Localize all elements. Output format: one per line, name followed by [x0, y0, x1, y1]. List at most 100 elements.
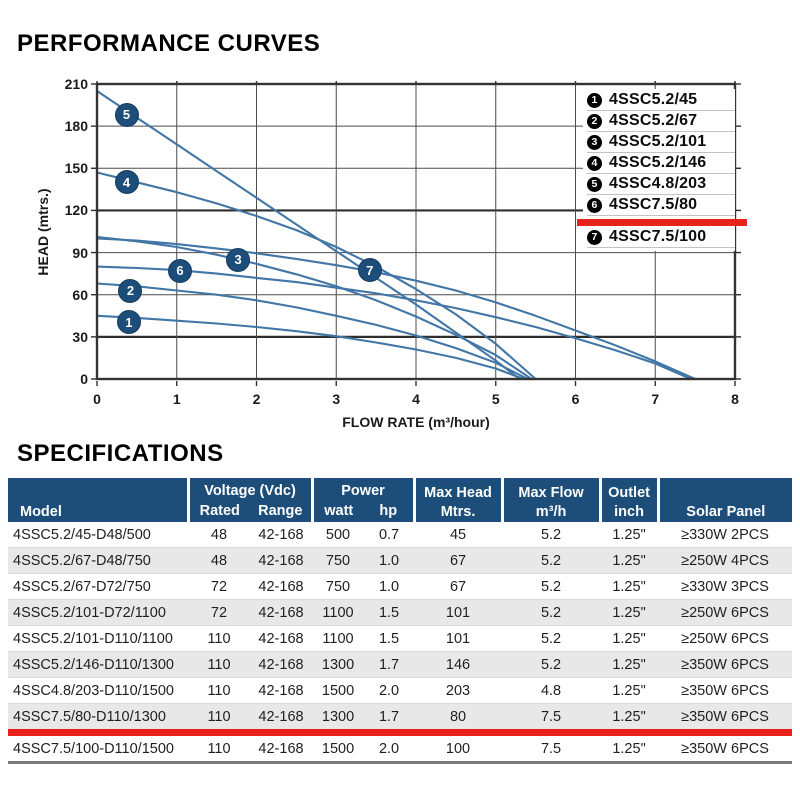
cell-model: 4SSC5.2/146-D110/1300 [8, 651, 188, 678]
cell-voltage-range: 42-168 [250, 599, 313, 626]
x-tick-label: 4 [412, 391, 420, 407]
legend-label: 4SSC5.2/45 [609, 91, 698, 108]
cell-outlet: 1.25" [600, 732, 659, 764]
y-tick-label: 0 [80, 371, 88, 387]
cell-max-flow: 5.2 [502, 573, 601, 600]
cell-solar-panel: ≥350W 6PCS [658, 677, 793, 704]
table-row: 4SSC5.2/67-D48/750 48 42-168 750 1.0 67 5.2 1.2… [8, 547, 793, 574]
x-tick-label: 2 [252, 391, 261, 407]
cell-max-flow: 5.2 [502, 547, 601, 574]
table-row: 4SSC7.5/100-D110/1500 110 42-168 1500 2.0 100… [8, 732, 793, 764]
cell-model: 4SSC5.2/101-D110/1100 [8, 625, 188, 652]
legend-item-4SSC7.5/80: 6 4SSC7.5/80 [587, 195, 735, 216]
cell-power-hp: 1.5 [364, 599, 415, 626]
cell-max-head: 101 [414, 599, 503, 626]
cell-power-watt: 1500 [312, 732, 365, 764]
cell-power-hp: 1.7 [364, 703, 415, 736]
cell-power-hp: 1.7 [364, 651, 415, 678]
x-tick-label: 1 [172, 391, 181, 407]
cell-voltage-range: 42-168 [250, 547, 313, 574]
specifications-table: Model Voltage (Vdc) Power Max Head Mtrs.… [8, 478, 793, 764]
cell-voltage-range: 42-168 [250, 651, 313, 678]
legend-item-4SSC7.5/100: 7 4SSC7.5/100 [587, 227, 735, 248]
max-flow-line1: Max Flow [518, 485, 584, 501]
cell-power-watt: 1500 [312, 677, 365, 704]
cell-solar-panel: ≥250W 6PCS [658, 599, 793, 626]
cell-rated-voltage: 110 [188, 732, 250, 764]
y-tick-label: 210 [64, 76, 88, 92]
cell-outlet: 1.25" [600, 651, 659, 678]
legend-number-badge: 5 [587, 176, 602, 192]
cell-outlet: 1.25" [600, 547, 659, 574]
cell-max-head: 100 [414, 732, 503, 764]
cell-max-head: 101 [414, 625, 503, 652]
cell-power-hp: 1.0 [364, 573, 415, 600]
cell-voltage-range: 42-168 [250, 522, 313, 548]
cell-max-flow: 5.2 [502, 651, 601, 678]
curve-marker-5: 5 [114, 102, 139, 127]
legend-label: 4SSC7.5/80 [609, 196, 698, 213]
cell-rated-voltage: 110 [188, 677, 250, 704]
cell-max-head: 67 [414, 547, 503, 574]
cell-max-head: 45 [414, 522, 503, 548]
cell-power-hp: 1.0 [364, 547, 415, 574]
max-head-line1: Max Head [424, 485, 492, 501]
curve-marker-3: 3 [226, 247, 251, 272]
chart-legend: 1 4SSC5.2/45 2 4SSC5.2/67 3 4SSC5.2/101 4 4SSC5… [577, 89, 747, 251]
curve-marker-1: 1 [116, 310, 141, 335]
cell-max-flow: 7.5 [502, 732, 601, 764]
y-tick-label: 180 [64, 118, 88, 135]
legend-number-badge: 1 [587, 92, 602, 108]
curve-marker-2: 2 [118, 278, 143, 303]
curve-marker-6: 6 [167, 258, 192, 283]
legend-label: 4SSC5.2/146 [609, 154, 707, 171]
pump-curve-4 [95, 171, 537, 381]
x-tick-label: 7 [651, 391, 660, 407]
cell-outlet: 1.25" [600, 677, 659, 704]
flow-rate-axis-label: FLOW RATE (m³/hour) [342, 414, 490, 430]
cell-power-watt: 1100 [312, 625, 365, 652]
legend-label: 4SSC4.8/203 [609, 175, 707, 192]
col-header-hp: hp [364, 501, 415, 522]
head-axis-label: HEAD (mtrs.) [35, 188, 51, 276]
legend-number-badge: 2 [587, 113, 602, 129]
plot-border [95, 82, 737, 381]
cell-rated-voltage: 110 [188, 703, 250, 736]
cell-power-hp: 2.0 [364, 677, 415, 704]
cell-max-head: 67 [414, 573, 503, 600]
cell-outlet: 1.25" [600, 522, 659, 548]
cell-max-flow: 5.2 [502, 522, 601, 548]
col-header-voltage: Voltage (Vdc) [186, 478, 313, 501]
legend-number-badge: 6 [587, 197, 602, 213]
col-header-model: Model [8, 478, 188, 522]
table-row: 4SSC4.8/203-D110/1500 110 42-168 1500 2.0 203… [8, 677, 793, 704]
legend-item-4SSC5.2/146: 4 4SSC5.2/146 [587, 153, 735, 174]
x-tick-label: 6 [571, 391, 580, 407]
pump-curve-1 [95, 314, 525, 381]
cell-max-head: 146 [414, 651, 503, 678]
cell-power-watt: 750 [312, 573, 365, 600]
table-row: 4SSC5.2/146-D110/1300 110 42-168 1300 1.7 146… [8, 651, 793, 678]
table-row: 4SSC7.5/80-D110/1300 110 42-168 1300 1.7 80 7.… [8, 703, 793, 736]
outlet-line2: inch [614, 504, 644, 520]
cell-solar-panel: ≥350W 6PCS [658, 703, 793, 736]
curve-marker-4: 4 [114, 170, 139, 195]
table-row: 4SSC5.2/101-D110/1100 110 42-168 1100 1.5 101… [8, 625, 793, 652]
cell-voltage-range: 42-168 [250, 703, 313, 736]
x-tick-label: 5 [491, 391, 500, 407]
max-flow-line2: m³/h [535, 504, 567, 520]
cell-outlet: 1.25" [600, 625, 659, 652]
x-tick-label: 8 [731, 391, 739, 407]
cell-max-flow: 5.2 [502, 599, 601, 626]
y-tick-label: 90 [72, 244, 88, 261]
outlet-line1: Outlet [608, 485, 650, 501]
pump-curve-7 [95, 237, 697, 381]
cell-solar-panel: ≥350W 6PCS [658, 651, 793, 678]
cell-outlet: 1.25" [600, 573, 659, 600]
legend-item-4SSC4.8/203: 5 4SSC4.8/203 [587, 174, 735, 195]
cell-power-hp: 2.0 [364, 732, 415, 764]
cell-power-watt: 500 [312, 522, 365, 548]
cell-power-hp: 0.7 [364, 522, 415, 548]
legend-number-badge: 4 [587, 155, 602, 171]
cell-model: 4SSC5.2/101-D72/1100 [8, 599, 188, 626]
